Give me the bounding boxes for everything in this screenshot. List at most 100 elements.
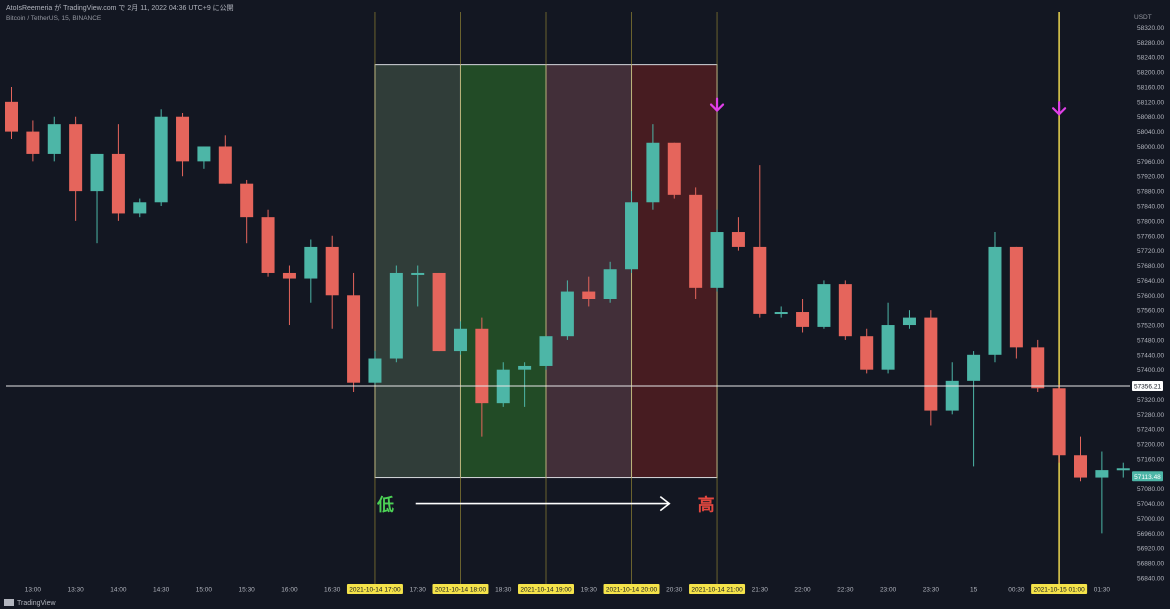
candle-body-36: [774, 312, 788, 315]
price-line-tag: [1132, 380, 1163, 391]
candle-body-29: [625, 202, 639, 270]
x-tick-label: 01:30: [1094, 587, 1111, 594]
annotations-layer: 低 高: [376, 97, 1067, 516]
low-label: 低: [376, 495, 394, 516]
footer-brand-text: TradingView: [17, 600, 56, 607]
x-tick-label: 15:30: [239, 587, 256, 594]
y-tick-label: 58200.00: [1137, 70, 1164, 77]
x-tick-label: 00:30: [1008, 587, 1025, 594]
candle-body-45: [967, 354, 981, 381]
candle-body-7: [154, 116, 168, 203]
y-tick-label: 58120.00: [1137, 99, 1164, 106]
candle-body-11: [240, 183, 254, 218]
y-tick-label: 57760.00: [1137, 233, 1164, 240]
currency-label: USDT: [1134, 14, 1152, 21]
y-tick-label: 58040.00: [1137, 129, 1164, 136]
candle-body-38: [817, 284, 831, 327]
candle-body-32: [689, 194, 703, 288]
candle-body-26: [560, 291, 574, 337]
y-tick-label: 58240.00: [1137, 55, 1164, 62]
y-tick-label: 57720.00: [1137, 248, 1164, 255]
x-highlight-tag: [1031, 584, 1088, 594]
candle-body-31: [667, 142, 681, 195]
candle-body-6: [133, 202, 147, 214]
x-tick-label-highlight: 2021-10-14 20:00: [606, 587, 658, 594]
candle-body-52: [1116, 468, 1130, 471]
candle-body-10: [218, 146, 232, 184]
high-label: 高: [698, 495, 715, 516]
candle-body-1: [26, 131, 40, 154]
x-tick-label: 19:30: [581, 587, 598, 594]
x-tick-label: 22:00: [794, 587, 811, 594]
x-axis: 13:00 13:30 14:00 14:30 15:00 15:30 16:00 16:30…: [25, 584, 1111, 594]
candle-body-22: [475, 328, 489, 404]
x-tick-label: 15: [970, 587, 978, 594]
magenta-down-arrow-icon: [1052, 101, 1067, 116]
footer-brand: TradingView: [4, 599, 56, 607]
candle-body-30: [646, 142, 660, 203]
y-tick-label: 57480.00: [1137, 337, 1164, 344]
candle-body-39: [838, 284, 852, 337]
candle-body-41: [881, 325, 895, 370]
candle-body-20: [432, 272, 446, 352]
candle-body-37: [796, 312, 810, 327]
x-tick-label-highlight: 2021-10-14 17:00: [349, 587, 401, 594]
x-highlight-tag: [689, 584, 746, 594]
candle-body-13: [282, 272, 296, 279]
candle-body-4: [90, 153, 104, 192]
last-price-label: 57113.48: [1134, 474, 1161, 481]
candle-body-16: [347, 295, 361, 383]
candle-body-12: [261, 217, 275, 273]
y-tick-label: 58160.00: [1137, 84, 1164, 91]
candle-body-9: [197, 146, 211, 162]
candle-body-25: [539, 336, 553, 366]
price-line-layer: 57356.21 57113.48: [6, 380, 1163, 482]
x-highlight-tag: [432, 584, 489, 594]
candle-body-48: [1031, 347, 1045, 389]
y-tick-label: 57000.00: [1137, 516, 1164, 523]
y-tick-label: 57160.00: [1137, 456, 1164, 463]
zone-box-2: [545, 64, 633, 479]
candle-body-8: [176, 116, 190, 162]
candle-body-19: [411, 272, 425, 275]
y-tick-label: 58000.00: [1137, 144, 1164, 151]
y-tick-label: 57520.00: [1137, 323, 1164, 330]
y-tick-label: 57240.00: [1137, 427, 1164, 434]
y-tick-label: 56960.00: [1137, 531, 1164, 538]
x-tick-label: 21:30: [752, 587, 769, 594]
y-tick-label: 57440.00: [1137, 352, 1164, 359]
candle-body-46: [988, 246, 1002, 355]
candle-body-33: [710, 232, 724, 288]
candle-body-49: [1052, 388, 1066, 456]
x-tick-label: 15:00: [196, 587, 213, 594]
candle-body-17: [368, 358, 382, 383]
y-tick-label: 57680.00: [1137, 263, 1164, 270]
candle-body-15: [325, 246, 339, 296]
y-tick-label: 58320.00: [1137, 25, 1164, 32]
candles-layer: [5, 86, 1130, 534]
y-tick-label: 56880.00: [1137, 561, 1164, 568]
y-tick-label: 57600.00: [1137, 293, 1164, 300]
publication-info: AtoIsReemeria が TradingView.com で 2月 11,…: [6, 5, 234, 12]
y-tick-label: 56840.00: [1137, 576, 1164, 583]
candle-body-3: [69, 124, 83, 192]
y-tick-label: 57960.00: [1137, 159, 1164, 166]
marker-head-0: [709, 103, 725, 112]
y-tick-label: 57800.00: [1137, 218, 1164, 225]
zones-layer: [374, 64, 718, 479]
y-tick-label: 57400.00: [1137, 367, 1164, 374]
x-tick-label: 20:30: [666, 587, 683, 594]
x-tick-label: 14:00: [110, 587, 127, 594]
candle-body-5: [111, 153, 125, 214]
y-tick-label: 57040.00: [1137, 501, 1164, 508]
candle-body-50: [1074, 455, 1087, 478]
candle-body-34: [731, 232, 745, 247]
candle-body-42: [902, 317, 916, 326]
x-highlight-tag: [518, 584, 574, 594]
x-tick-label: 23:00: [880, 587, 897, 594]
y-tick-label: 56920.00: [1137, 546, 1164, 553]
y-tick-label: 57320.00: [1137, 397, 1164, 404]
price-line-label: 57356.21: [1134, 383, 1161, 390]
x-tick-label: 16:00: [281, 587, 298, 594]
